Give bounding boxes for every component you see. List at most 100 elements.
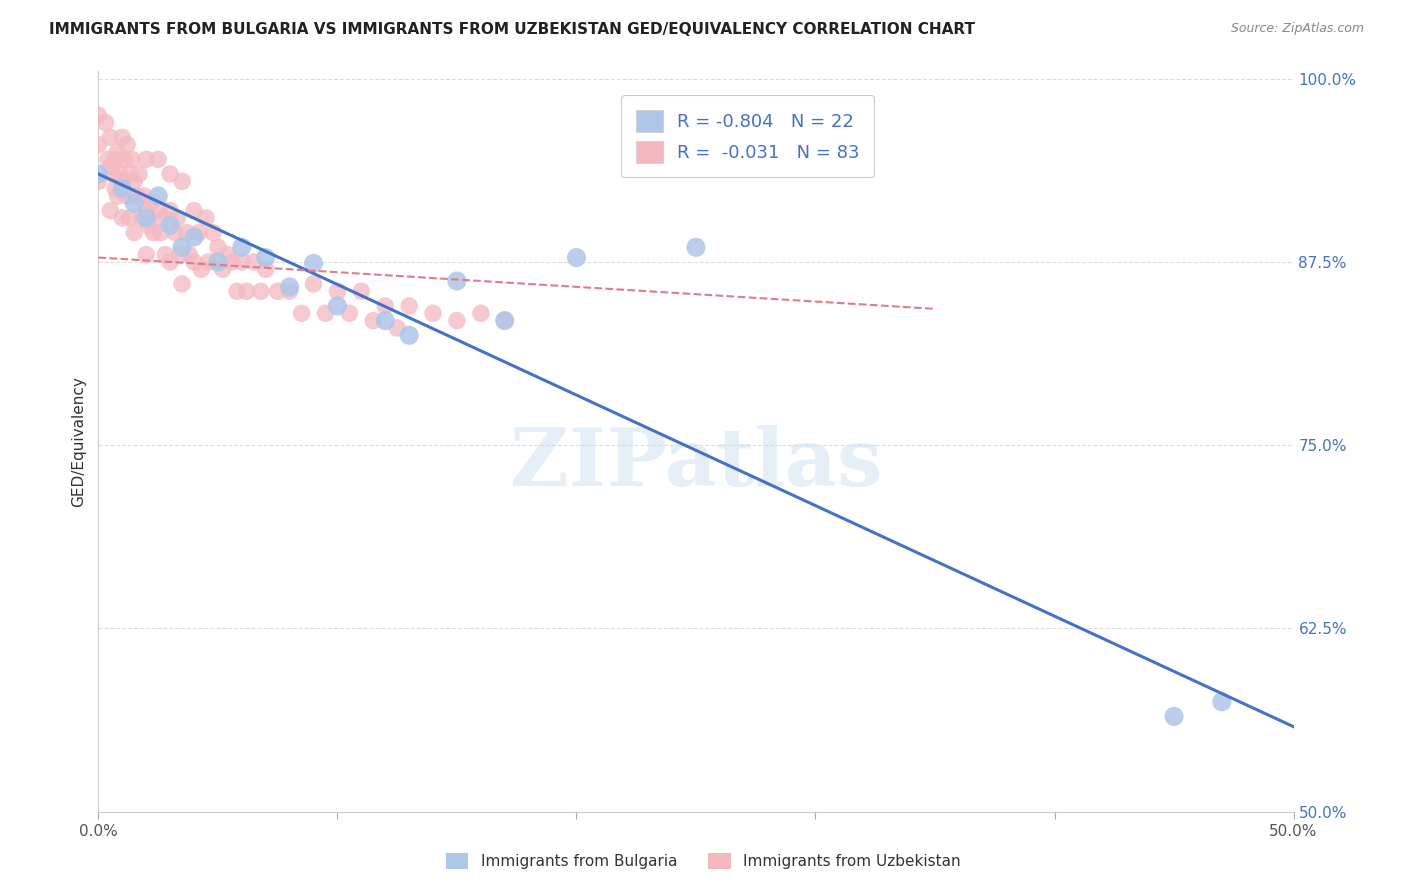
Point bbox=[172, 277, 194, 291]
Point bbox=[207, 255, 229, 269]
Y-axis label: GED/Equivalency: GED/Equivalency bbox=[72, 376, 87, 507]
Point bbox=[128, 167, 150, 181]
Point bbox=[107, 189, 129, 203]
Point bbox=[172, 174, 194, 188]
Point bbox=[221, 255, 243, 269]
Point bbox=[108, 167, 131, 181]
Text: IMMIGRANTS FROM BULGARIA VS IMMIGRANTS FROM UZBEKISTAN GED/EQUIVALENCY CORRELATI: IMMIGRANTS FROM BULGARIA VS IMMIGRANTS F… bbox=[49, 22, 976, 37]
Point bbox=[148, 203, 170, 218]
Point bbox=[135, 203, 157, 218]
Point bbox=[98, 160, 122, 174]
Point bbox=[187, 226, 209, 240]
Point bbox=[142, 226, 165, 240]
Point bbox=[163, 226, 186, 240]
Point bbox=[115, 189, 138, 203]
Point bbox=[685, 240, 707, 254]
Text: ZIPatlas: ZIPatlas bbox=[510, 425, 882, 503]
Point bbox=[326, 299, 349, 313]
Point bbox=[111, 174, 134, 188]
Point bbox=[494, 313, 516, 327]
Point bbox=[101, 167, 124, 181]
Point bbox=[278, 280, 301, 294]
Point bbox=[159, 219, 181, 233]
Point bbox=[565, 251, 588, 265]
Point bbox=[385, 321, 409, 335]
Point bbox=[159, 203, 181, 218]
Point bbox=[446, 274, 468, 288]
Point bbox=[339, 306, 361, 320]
Point bbox=[107, 145, 129, 159]
Point bbox=[115, 137, 138, 152]
Legend: R = -0.804   N = 22, R =  -0.031   N = 83: R = -0.804 N = 22, R = -0.031 N = 83 bbox=[621, 95, 875, 178]
Point bbox=[217, 247, 239, 261]
Point bbox=[302, 277, 325, 291]
Point bbox=[267, 285, 290, 299]
Point bbox=[350, 285, 373, 299]
Point bbox=[169, 247, 191, 261]
Point bbox=[111, 130, 134, 145]
Point bbox=[326, 285, 349, 299]
Point bbox=[207, 240, 229, 254]
Point bbox=[148, 153, 170, 167]
Point bbox=[155, 247, 177, 261]
Point bbox=[135, 153, 157, 167]
Point bbox=[183, 255, 205, 269]
Point bbox=[104, 181, 127, 195]
Point bbox=[172, 240, 194, 254]
Point bbox=[132, 189, 155, 203]
Point bbox=[398, 299, 420, 313]
Point bbox=[166, 211, 188, 225]
Point bbox=[446, 313, 468, 327]
Point bbox=[148, 189, 170, 203]
Point bbox=[197, 255, 219, 269]
Point bbox=[243, 255, 266, 269]
Point bbox=[159, 255, 181, 269]
Point bbox=[97, 153, 120, 167]
Point bbox=[118, 211, 141, 225]
Point bbox=[138, 219, 160, 233]
Point bbox=[254, 262, 277, 277]
Point bbox=[211, 262, 233, 277]
Point bbox=[131, 211, 153, 225]
Point bbox=[124, 226, 146, 240]
Point bbox=[374, 299, 396, 313]
Point bbox=[139, 196, 162, 211]
Point bbox=[111, 181, 134, 195]
Point bbox=[374, 313, 396, 327]
Point bbox=[87, 167, 110, 181]
Point bbox=[87, 174, 110, 188]
Point bbox=[315, 306, 337, 320]
Text: Source: ZipAtlas.com: Source: ZipAtlas.com bbox=[1230, 22, 1364, 36]
Point bbox=[114, 153, 136, 167]
Point bbox=[111, 211, 134, 225]
Point bbox=[302, 256, 325, 270]
Point bbox=[135, 211, 157, 225]
Point bbox=[121, 153, 143, 167]
Point bbox=[87, 137, 110, 152]
Point bbox=[398, 328, 420, 343]
Point bbox=[124, 174, 146, 188]
Point bbox=[125, 189, 148, 203]
Point bbox=[363, 313, 385, 327]
Point bbox=[235, 285, 257, 299]
Point bbox=[149, 226, 172, 240]
Point bbox=[250, 285, 273, 299]
Point bbox=[159, 167, 181, 181]
Point bbox=[202, 226, 225, 240]
Point bbox=[179, 247, 201, 261]
Point bbox=[124, 196, 146, 211]
Point bbox=[1211, 695, 1233, 709]
Point bbox=[278, 285, 301, 299]
Point bbox=[118, 167, 141, 181]
Point bbox=[104, 153, 127, 167]
Point bbox=[231, 255, 253, 269]
Legend: Immigrants from Bulgaria, Immigrants from Uzbekistan: Immigrants from Bulgaria, Immigrants fro… bbox=[440, 847, 966, 875]
Point bbox=[190, 262, 212, 277]
Point bbox=[183, 230, 205, 244]
Point bbox=[231, 240, 253, 254]
Point bbox=[422, 306, 444, 320]
Point bbox=[183, 203, 205, 218]
Point bbox=[195, 211, 218, 225]
Point bbox=[98, 203, 122, 218]
Point bbox=[94, 116, 117, 130]
